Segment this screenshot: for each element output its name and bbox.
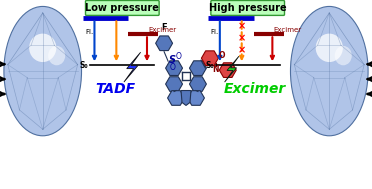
Polygon shape xyxy=(166,61,183,75)
Text: S₀: S₀ xyxy=(205,61,214,70)
Ellipse shape xyxy=(335,46,352,65)
FancyBboxPatch shape xyxy=(211,0,285,15)
Text: ×: × xyxy=(238,21,246,31)
Text: O: O xyxy=(169,63,175,72)
Text: TADF: TADF xyxy=(95,82,135,96)
Polygon shape xyxy=(219,63,236,77)
Text: Excimer: Excimer xyxy=(273,27,301,33)
Polygon shape xyxy=(201,51,218,66)
Polygon shape xyxy=(166,77,183,91)
Text: Fl.: Fl. xyxy=(211,29,219,35)
Text: Excimer: Excimer xyxy=(148,27,176,33)
Polygon shape xyxy=(189,77,206,91)
Text: S: S xyxy=(169,55,176,65)
Text: TADF: TADF xyxy=(243,11,260,17)
Polygon shape xyxy=(155,36,173,51)
Text: Excimer: Excimer xyxy=(224,82,286,96)
Text: S₀: S₀ xyxy=(80,61,89,70)
Text: F: F xyxy=(161,23,167,32)
Polygon shape xyxy=(225,56,239,82)
Polygon shape xyxy=(189,61,206,75)
FancyBboxPatch shape xyxy=(86,0,159,15)
Text: Low pressure: Low pressure xyxy=(86,3,159,13)
Text: TADF: TADF xyxy=(117,11,135,17)
Ellipse shape xyxy=(48,46,65,65)
Polygon shape xyxy=(124,52,141,82)
Text: O: O xyxy=(176,52,182,61)
Ellipse shape xyxy=(316,34,343,62)
Text: ×: × xyxy=(238,45,246,55)
Polygon shape xyxy=(181,91,191,105)
Text: N: N xyxy=(213,65,219,74)
Text: ×: × xyxy=(238,33,246,43)
Text: High pressure: High pressure xyxy=(209,3,286,13)
Polygon shape xyxy=(187,91,204,105)
Ellipse shape xyxy=(291,6,368,136)
Text: O: O xyxy=(219,51,225,60)
Ellipse shape xyxy=(4,6,81,136)
Text: Fl.: Fl. xyxy=(85,29,93,35)
Ellipse shape xyxy=(29,34,56,62)
Polygon shape xyxy=(168,91,185,105)
